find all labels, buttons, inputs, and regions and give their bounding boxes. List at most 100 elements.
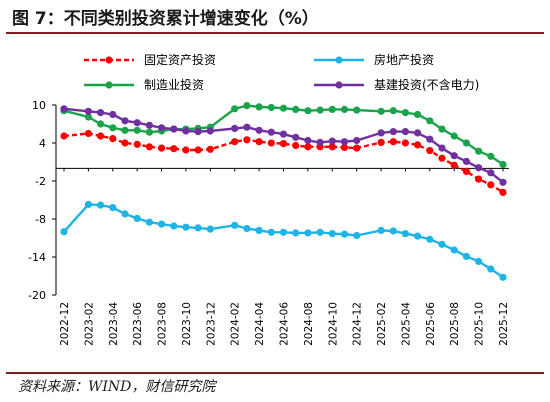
series-ff0000-point [109,135,117,143]
series-1fb4e6-point [487,265,495,273]
series-1fb4e6-point [401,230,409,238]
series-ff0000-point [450,161,458,169]
legend-label: 制造业投资 [144,77,204,92]
series-1aa34a-point [279,104,288,112]
series-1aa34a-point [255,103,263,111]
series-7030a0-point [206,127,214,135]
series-7030a0-point [438,144,446,152]
series-ff0000-point [133,140,141,148]
series-ff0000-point [328,143,336,151]
series-7030a0-point [414,129,422,137]
series-1fb4e6-point [158,220,166,228]
series-7030a0-point [267,128,275,136]
series-ff0000-point [255,138,263,146]
series-ff0000-point [487,181,495,189]
series-1aa34a-point [462,139,470,147]
series-7030a0-point [84,107,92,115]
series-1fb4e6-point [328,230,336,238]
series-1aa34a-point [414,110,422,119]
series-1aa34a-point [401,109,409,117]
series-1aa34a-point [475,147,483,155]
series-1aa34a-point [353,106,361,114]
series-1fb4e6-line [63,203,504,279]
series-1aa34a-point [243,102,251,110]
y-tick-label: -20 [28,289,46,302]
series-1aa34a-point [292,105,300,113]
series-7030a0-point [279,130,288,138]
x-tick-label: 2023-04 [108,302,120,346]
series-1fb4e6-point [182,223,190,231]
y-tick-label: 4 [39,137,46,150]
series-7030a0-point [462,157,470,165]
series-1aa34a-point [97,120,105,128]
series-7030a0-point [255,126,263,134]
y-tick-label: -2 [35,175,46,188]
x-tick-label: 2023-02 [83,302,95,346]
series-ff0000-point [170,145,178,153]
x-tick-label: 2025-06 [425,302,437,346]
series-7030a0-point [97,109,105,117]
series-1fb4e6-point [60,228,68,236]
series-1fb4e6-point [389,227,397,235]
x-tick-label: 2025-02 [376,302,388,346]
series-1aa34a-point [231,105,239,113]
x-tick-label: 2025-12 [498,302,510,346]
series-1fb4e6-point [267,228,275,236]
series-ff0000-point [462,167,470,176]
series-7030a0-point [182,127,190,135]
series-1aa34a-point [133,126,141,134]
series-1aa34a-point [316,106,324,114]
legend-swatch-marker [335,56,343,64]
x-tick-label: 2023-08 [157,302,169,346]
series-7030a0-point [401,128,409,136]
series-ff0000-point [243,136,251,144]
x-tick-label: 2025-08 [449,302,461,346]
series-ff0000-point [426,147,434,155]
x-tick-label: 2023-06 [132,302,144,346]
series-7030a0-point [487,169,495,177]
series-ff0000-point [182,146,190,154]
series-1fb4e6-point [426,235,434,243]
x-tick-label: 2024-02 [230,302,242,346]
series-ff0000-point [279,140,288,148]
series-1fb4e6-point [462,252,470,260]
x-tick-label: 2023-12 [205,302,217,346]
series-1fb4e6-point [109,204,117,212]
y-tick-label: -8 [35,213,46,226]
series-7030a0-point [304,136,312,145]
series-1fb4e6-point [206,225,214,233]
y-tick-label: -14 [28,251,46,264]
x-tick-label: 2023-10 [181,302,193,346]
series-7030a0-point [243,123,251,131]
series-ff0000-point [438,154,446,162]
series-1fb4e6-point [97,201,105,209]
series-7030a0-point [60,105,68,113]
legend-label: 基建投资(不含电力) [374,77,479,92]
series-1aa34a-point [304,107,312,115]
series-1fb4e6-point [133,214,141,222]
series-1fb4e6-point [353,231,361,240]
series-ff0000-point [499,188,507,196]
x-tick-label: 2022-12 [59,302,71,346]
series-7030a0-point [389,128,397,136]
line-chart: 10 4 -2 -8 -14 -20 2022-12 2023-02 2023-04 2023-0… [28,52,510,346]
footer-rule [6,372,544,374]
series-ff0000-point [340,143,349,151]
series-1aa34a-point [450,132,458,140]
x-tick-label: 2024-12 [352,302,364,346]
series-1aa34a-line [63,104,504,166]
series-1aa34a-point [377,107,385,115]
series-1fb4e6-point [279,228,288,236]
series-ff0000-point [475,175,483,183]
x-tick-label: 2024-08 [303,302,315,346]
series-7030a0-point [316,138,324,146]
series-1fb4e6-point [231,221,239,229]
series-7030a0-point [450,152,458,160]
series-1aa34a-point [328,105,336,113]
series-1aa34a-point [109,124,117,132]
series-1fb4e6-point [340,230,349,238]
series-1fb4e6-point [499,273,507,281]
series-7030a0-point [109,110,117,119]
series-1fb4e6-point [304,229,312,237]
series-1aa34a-point [499,160,507,169]
